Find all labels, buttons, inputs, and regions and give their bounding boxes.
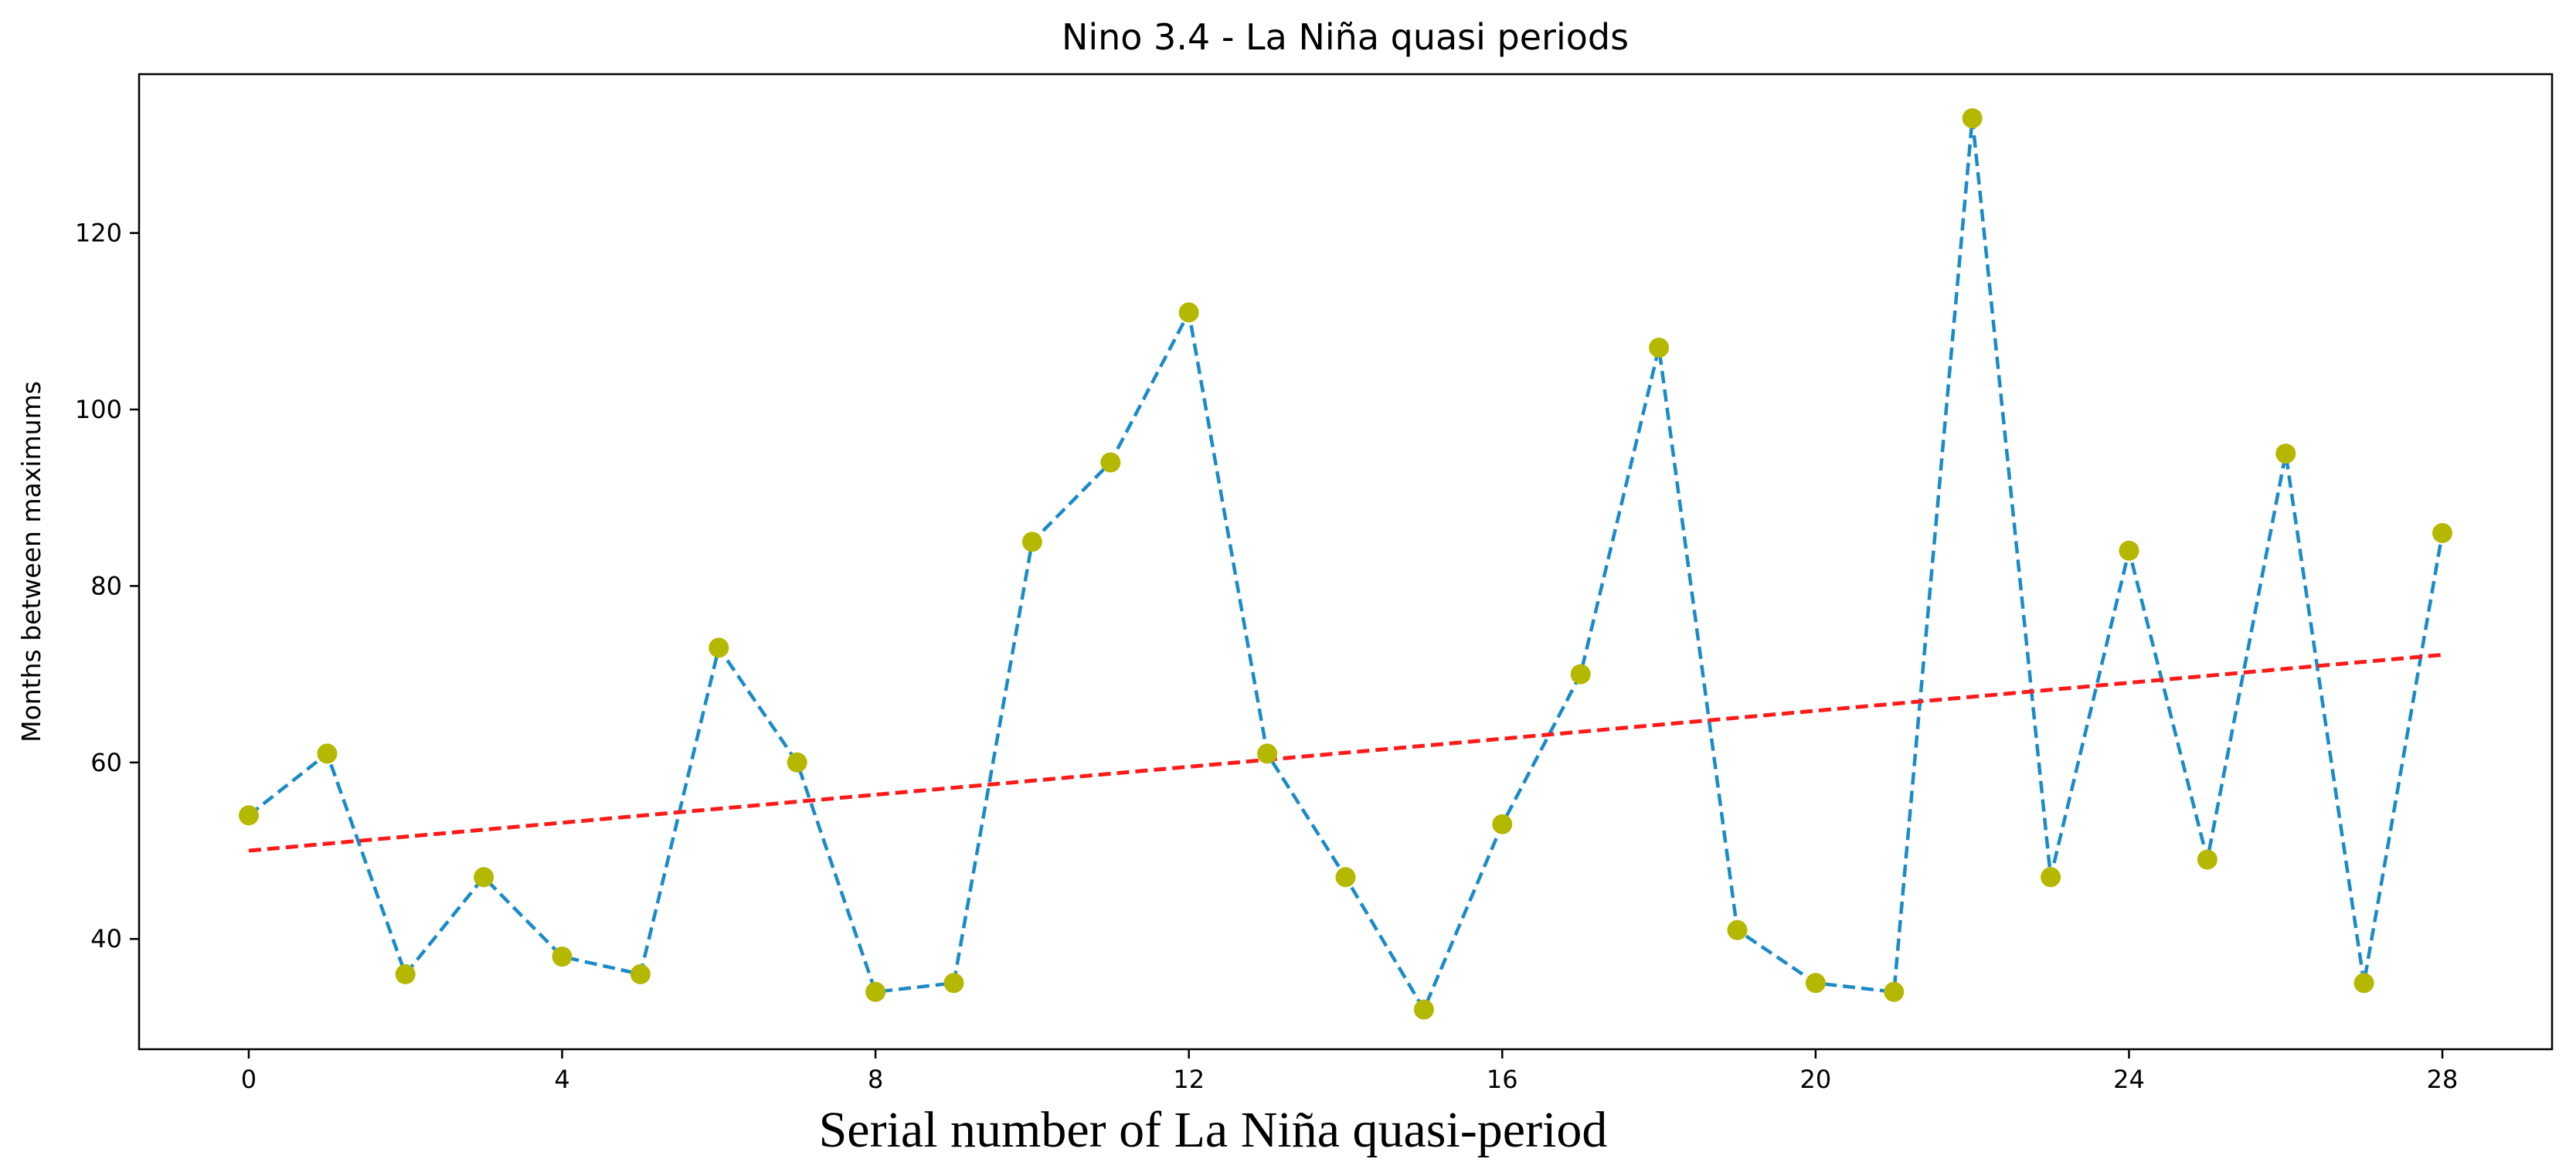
data-point	[1649, 338, 1670, 358]
plot-area	[239, 108, 2452, 1020]
data-point	[1727, 919, 1748, 940]
data-point	[1178, 302, 1199, 323]
x-tick-label: 24	[2113, 1065, 2145, 1094]
x-tick-label: 12	[1173, 1065, 1205, 1094]
data-point	[709, 637, 729, 658]
y-axis-label: Months between maximums	[16, 381, 46, 743]
data-point	[317, 743, 338, 764]
data-point	[2353, 973, 2374, 994]
y-axis: 40 60 80 100 120	[75, 219, 139, 953]
data-point	[1021, 532, 1042, 552]
x-axis-label: Serial number of La Niña quasi-period	[819, 1102, 1608, 1158]
data-point	[1962, 108, 1983, 129]
x-axis: 0 4 8 12 16 20 24 28	[241, 1049, 2459, 1094]
x-tick-label: 16	[1487, 1065, 1518, 1094]
y-tick-label: 100	[75, 395, 122, 424]
data-point	[2275, 443, 2296, 464]
data-point	[1257, 743, 1278, 764]
y-tick-label: 60	[90, 748, 122, 777]
data-point	[1884, 981, 1905, 1002]
trend-line	[248, 653, 2443, 853]
data-point	[1100, 452, 1121, 473]
data-point	[943, 973, 964, 994]
data-point	[1335, 867, 1356, 888]
x-tick-label: 0	[241, 1065, 257, 1094]
x-tick-label: 20	[1800, 1065, 1832, 1094]
x-tick-label: 28	[2427, 1065, 2459, 1094]
x-tick-label: 8	[868, 1065, 883, 1094]
data-point	[474, 867, 494, 888]
y-tick-label: 40	[90, 924, 122, 953]
data-point	[2432, 522, 2452, 543]
data-point	[630, 963, 651, 984]
chart-title: Nino 3.4 - La Niña quasi periods	[1062, 16, 1629, 58]
data-point	[1492, 814, 1513, 834]
data-point	[1413, 999, 1434, 1020]
data-point	[2041, 867, 2061, 888]
data-point	[1570, 664, 1591, 685]
x-tick-label: 4	[554, 1065, 569, 1094]
data-point	[787, 752, 807, 773]
data-point	[1805, 973, 1826, 994]
data-point	[239, 805, 259, 826]
data-point	[552, 946, 573, 967]
data-point	[2197, 849, 2217, 870]
data-point	[395, 963, 416, 984]
y-tick-label: 120	[75, 219, 122, 248]
plot-frame	[138, 73, 2554, 1051]
data-point	[2119, 540, 2139, 561]
data-point	[865, 981, 886, 1002]
y-tick-label: 80	[90, 571, 122, 600]
